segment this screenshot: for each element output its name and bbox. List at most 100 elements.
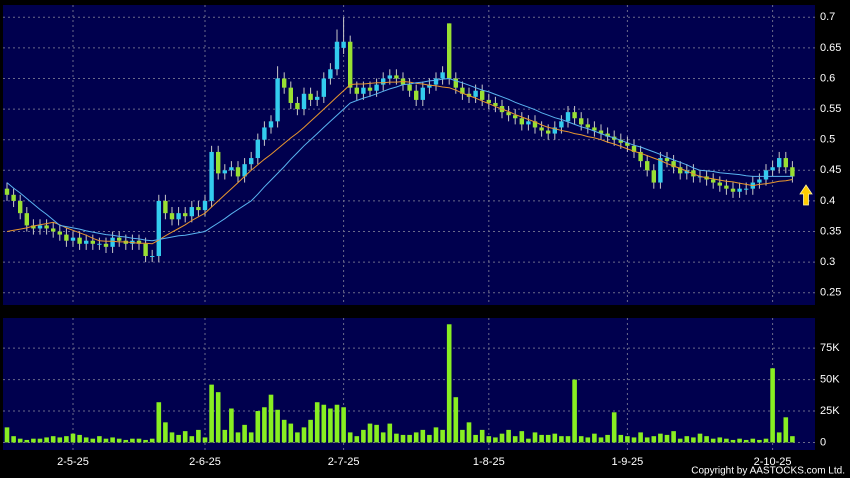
volume-bar [143, 439, 148, 443]
volume-bar [374, 424, 379, 443]
volume-bar [400, 434, 406, 443]
volume-bar [156, 402, 162, 443]
volume-bar [70, 433, 76, 443]
candle-body [671, 161, 676, 168]
candle-body [308, 93, 313, 100]
candle-body [242, 164, 247, 177]
candle-body [51, 228, 56, 232]
volume-bar [262, 407, 267, 443]
x-tick-label: 2-5-25 [57, 456, 89, 468]
candle-body [440, 72, 445, 79]
volume-bar [4, 427, 10, 443]
volume-bar [433, 427, 439, 443]
volume-bar [163, 422, 168, 443]
candle-body [216, 151, 221, 174]
volume-bar [136, 438, 142, 443]
volume-bar [790, 436, 795, 443]
volume-bar [578, 436, 584, 443]
candle-body [37, 225, 43, 229]
volume-bar [321, 404, 327, 443]
candle-body [44, 225, 49, 229]
volume-bar [130, 438, 135, 443]
volume-bar [44, 437, 49, 443]
volume-bar [532, 432, 538, 443]
candle-body [427, 84, 432, 88]
candle-body [618, 139, 623, 143]
y-tick-label: 0.6 [820, 72, 835, 84]
volume-bar [380, 432, 386, 443]
volume-bar [664, 434, 670, 443]
volume-bar [717, 437, 723, 443]
candle-body [565, 112, 571, 122]
volume-bar [202, 437, 208, 443]
volume-bar [737, 438, 742, 443]
candle-body [275, 78, 280, 122]
candle-body [790, 167, 795, 177]
volume-bar [97, 436, 102, 443]
volume-bar [526, 438, 531, 443]
volume-bar [453, 397, 459, 443]
candle-body [552, 127, 557, 134]
y-tick-label: 0.3 [820, 256, 835, 268]
volume-bar [420, 429, 426, 443]
volume-bar [539, 434, 544, 443]
candle-body [664, 158, 670, 162]
volume-bar [519, 431, 525, 443]
volume-bar [354, 436, 360, 443]
candle-body [724, 185, 729, 189]
candle-body [163, 200, 168, 214]
candle-body [202, 200, 208, 211]
volume-bar [222, 429, 228, 443]
candle-body [638, 151, 643, 162]
candle-body [645, 161, 650, 171]
volume-bar [473, 434, 478, 443]
candle-body [301, 93, 307, 110]
moving-average-line [6, 77, 793, 242]
candle-body [585, 124, 590, 128]
x-tick-label: 1-9-25 [612, 456, 644, 468]
candle-body [625, 142, 630, 146]
volume-bar [552, 433, 558, 443]
volume-bar [783, 417, 789, 443]
volume-bar [64, 436, 69, 443]
volume-bar [314, 402, 320, 443]
y-tick-label: 75K [820, 342, 840, 354]
volume-bar [592, 433, 597, 443]
volume-bar [730, 439, 736, 443]
y-tick-label: 0 [820, 436, 826, 448]
candle-body [777, 158, 782, 168]
candle-body [169, 213, 175, 220]
volume-bar [763, 438, 769, 443]
candle-body [717, 182, 722, 186]
candle-body [381, 78, 386, 85]
volume-bar [229, 408, 234, 443]
candle-body [374, 84, 379, 91]
volume-bar [776, 432, 782, 443]
candle-body [150, 256, 155, 258]
volume-bar [235, 432, 241, 443]
candle-body [235, 167, 241, 177]
volume-bar [565, 436, 571, 443]
volume-bar [724, 438, 729, 443]
volume-bar [255, 411, 261, 443]
candle-body [572, 112, 577, 119]
volume-bar [288, 423, 294, 443]
volume-bar [248, 432, 254, 443]
volume-bar [605, 434, 610, 443]
volume-bar [512, 436, 518, 443]
volume-bar [215, 392, 221, 443]
volume-bar [196, 429, 201, 443]
y-tick-label: 0.7 [820, 11, 835, 23]
volume-bar [281, 419, 287, 443]
candle-body [103, 243, 109, 247]
volume-bar [493, 437, 498, 443]
copyright: Copyright by AASTOCKS.com Ltd. [691, 466, 845, 477]
volume-bar [671, 431, 676, 443]
volume-bar [499, 433, 505, 443]
candle-body [493, 102, 498, 107]
candle-body [592, 127, 597, 131]
x-tick-label: 2-6-25 [189, 456, 221, 468]
volume-bar [479, 429, 485, 443]
volume-bar [341, 407, 346, 443]
